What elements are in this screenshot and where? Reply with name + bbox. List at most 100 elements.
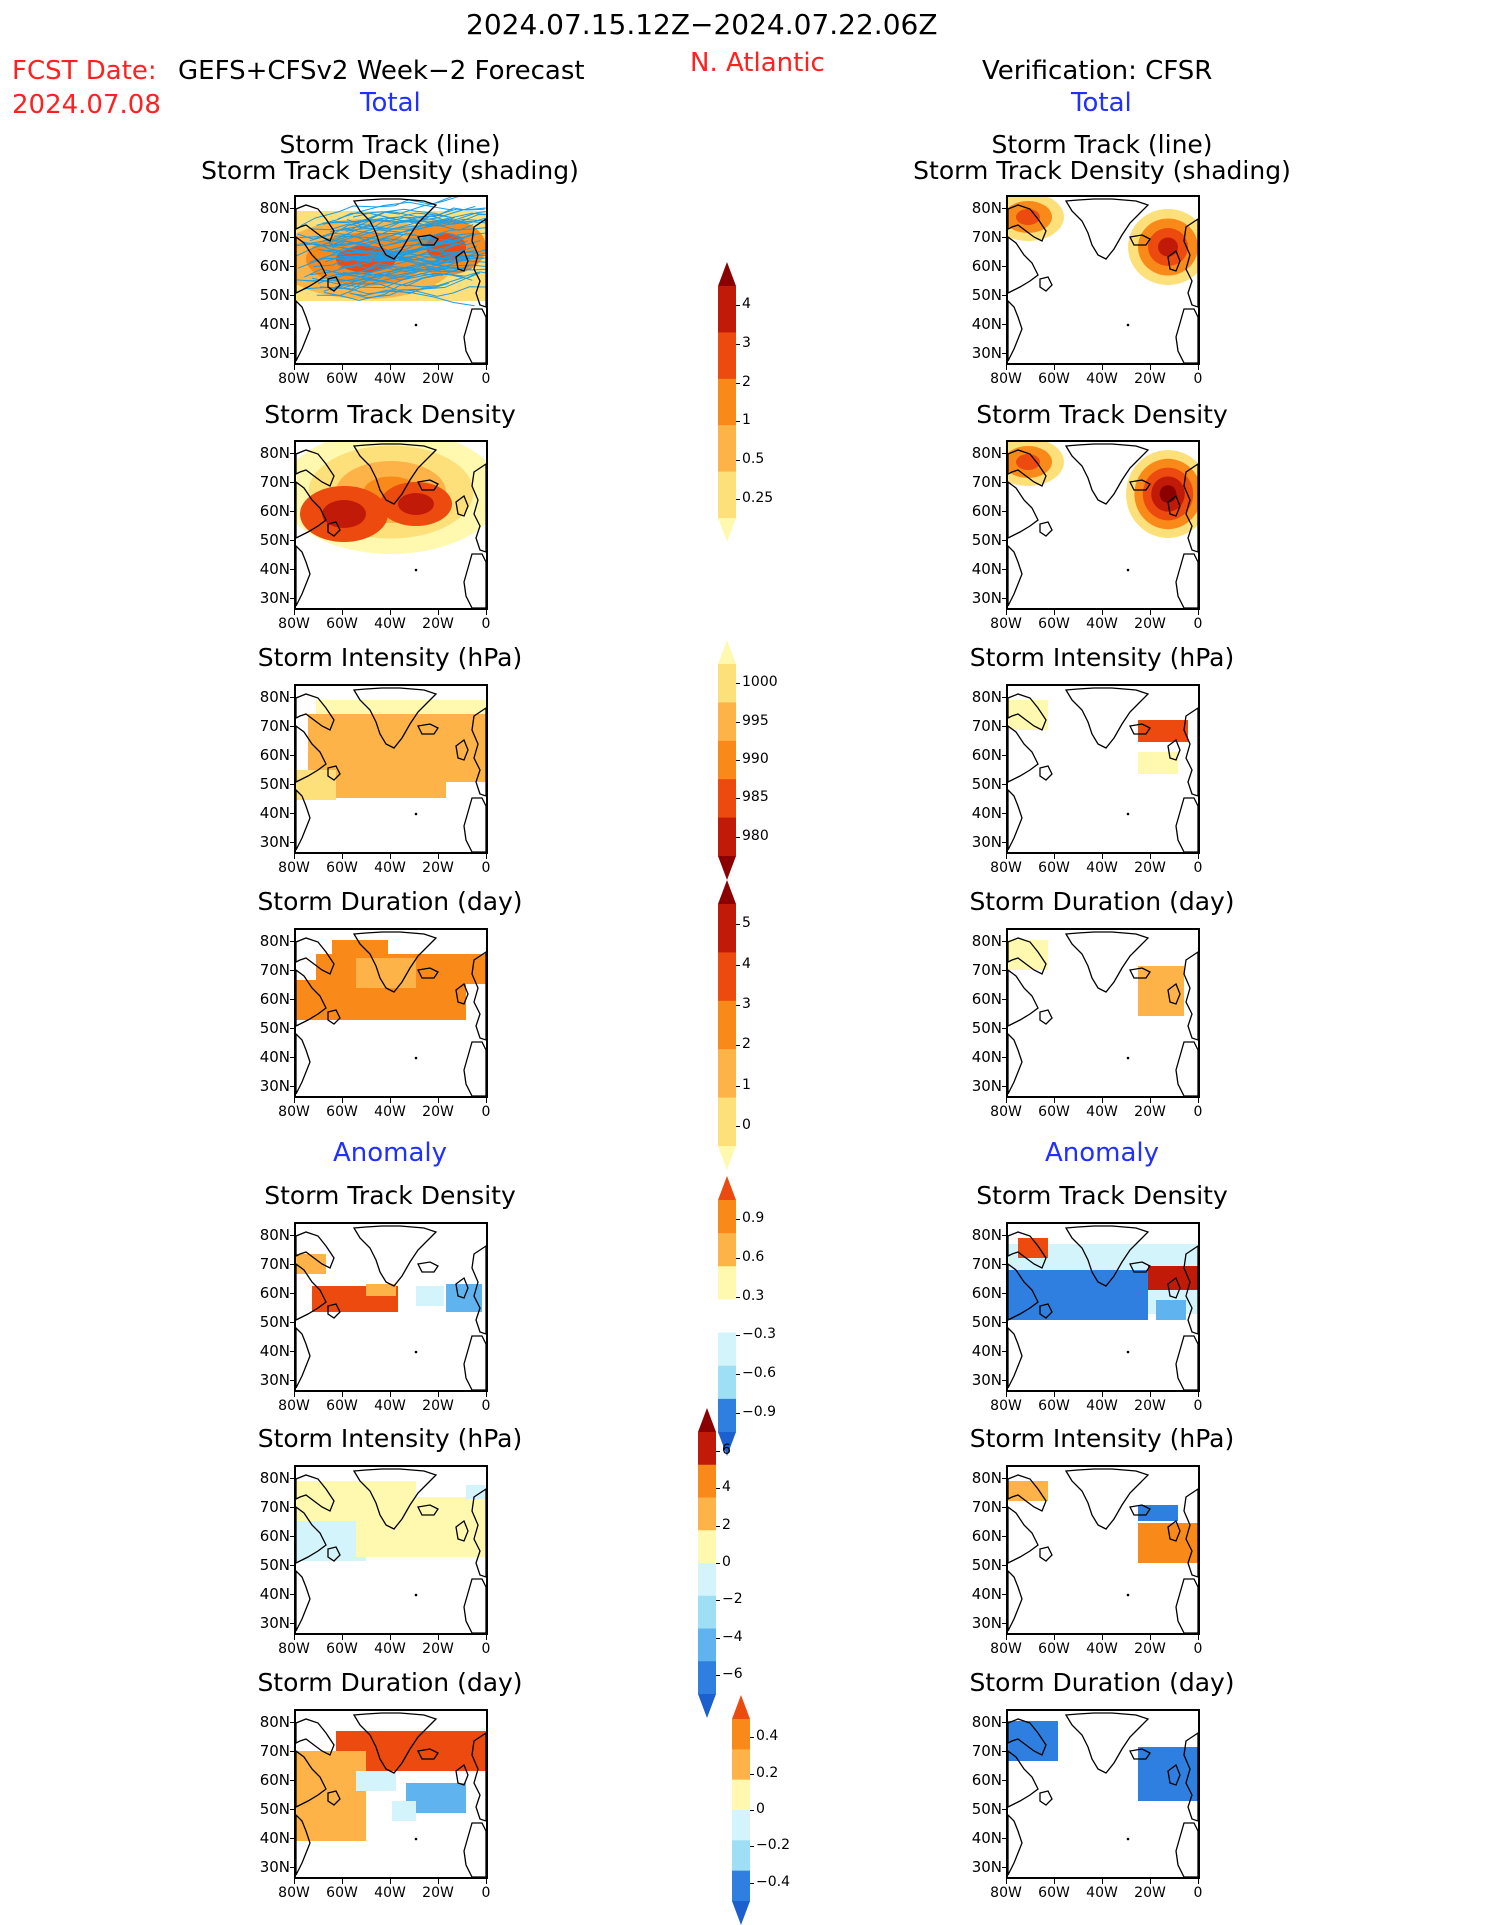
map-canvas: [296, 687, 486, 852]
colorbar-label: 0.3: [742, 1287, 765, 1304]
lat-label: 50N: [971, 531, 1002, 549]
map-frame: [294, 928, 488, 1098]
lon-label: 0: [1193, 860, 1203, 876]
lat-label: 50N: [971, 1313, 1002, 1331]
lon-label: 40W: [1086, 1398, 1118, 1414]
lat-label: 70N: [259, 228, 290, 246]
lat-label: 80N: [259, 1469, 290, 1487]
lat-label: 30N: [971, 589, 1002, 607]
map-frame: [1006, 1222, 1200, 1392]
colorbar-intensity: 1000 995 990 985 980: [716, 640, 836, 880]
lat-label: 30N: [259, 1858, 290, 1876]
map-fcst-intensity-anomaly: 80N 70N 60N 50N 40N 30N 80W 60W 40W 20W 0: [258, 1465, 518, 1675]
lon-label: 40W: [1086, 616, 1118, 632]
lon-label: 60W: [1038, 1641, 1070, 1657]
lat-label: 80N: [971, 444, 1002, 462]
lat-label: 50N: [971, 1556, 1002, 1574]
lon-label: 80W: [990, 1641, 1022, 1657]
title-track-shading-right: Storm Track Density (shading): [913, 156, 1291, 185]
colorbar-label: 5: [742, 915, 751, 932]
colorbar-duration: 5 4 3 2 1 0: [716, 880, 836, 1170]
lat-label: 60N: [971, 1527, 1002, 1545]
fcst-date: 2024.07.08: [12, 90, 161, 120]
lat-label: 50N: [259, 286, 290, 304]
colorbar-label: 0: [742, 1116, 751, 1133]
lat-label: 50N: [971, 1019, 1002, 1037]
lat-label: 40N: [259, 804, 290, 822]
lat-label: 30N: [259, 589, 290, 607]
map-frame: [294, 440, 488, 610]
lat-label: 40N: [259, 560, 290, 578]
map-canvas: [296, 1712, 486, 1877]
verification-label: Verification: CFSR: [982, 56, 1213, 86]
map-verif-track-line: 80N 70N 60N 50N 40N 30N 80W 60W 40W 20W 0: [970, 195, 1230, 405]
lat-label: 50N: [259, 1313, 290, 1331]
colorbar-density: 4 3 2 1 0.5 0.25: [716, 262, 836, 542]
lat-label: 80N: [971, 1713, 1002, 1731]
lat-label: 50N: [259, 1019, 290, 1037]
lat-label: 40N: [971, 1829, 1002, 1847]
map-frame: [1006, 928, 1200, 1098]
colorbar-strip: [718, 1176, 736, 1456]
lon-label: 20W: [422, 616, 454, 632]
lon-label: 60W: [1038, 616, 1070, 632]
colorbar-intensity-anomaly: 6 4 2 0 −2 −4 −6: [696, 1408, 816, 1718]
colorbar-label: 0.6: [742, 1249, 765, 1265]
lon-label: 0: [1193, 616, 1203, 632]
lon-label: 60W: [1038, 860, 1070, 876]
lat-label: 40N: [971, 315, 1002, 333]
lon-label: 60W: [326, 1641, 358, 1657]
lon-label: 80W: [278, 860, 310, 876]
map-frame: [294, 1709, 488, 1879]
map-canvas: [296, 1225, 486, 1390]
colorbar-strip: [698, 1408, 716, 1718]
total-label-right: Total: [1071, 88, 1132, 118]
map-canvas: [1008, 197, 1198, 363]
colorbar-label: 2: [722, 1516, 731, 1533]
lon-label: 80W: [278, 616, 310, 632]
lon-label: 20W: [422, 371, 454, 387]
region-label: N. Atlantic: [690, 48, 825, 78]
lat-label: 30N: [971, 1371, 1002, 1389]
lat-label: 60N: [259, 1284, 290, 1302]
map-verif-density: 80N 70N 60N 50N 40N 30N 80W 60W 40W 20W 0: [970, 440, 1230, 650]
lat-label: 50N: [259, 1556, 290, 1574]
colorbar-label: 4: [722, 1479, 731, 1496]
map-fcst-intensity: 80N 70N 60N 50N 40N 30N 80W 60W 40W 20W 0: [258, 684, 518, 894]
map-verif-density-anomaly: 80N 70N 60N 50N 40N 30N 80W 60W 40W 20W 0: [970, 1222, 1230, 1432]
map-frame: [294, 195, 488, 365]
lat-label: 30N: [971, 1077, 1002, 1095]
lat-label: 70N: [259, 473, 290, 491]
lon-label: 0: [1193, 1104, 1203, 1120]
lat-label: 60N: [971, 1771, 1002, 1789]
lat-label: 70N: [259, 1742, 290, 1760]
colorbar-label: −0.6: [742, 1365, 776, 1381]
map-canvas: [296, 931, 486, 1096]
lat-label: 40N: [971, 1342, 1002, 1360]
map-canvas: [1008, 442, 1198, 608]
lat-label: 30N: [259, 1371, 290, 1389]
lon-label: 80W: [278, 1398, 310, 1414]
colorbar-label: −0.3: [742, 1326, 776, 1343]
lon-label: 0: [481, 1885, 491, 1901]
map-canvas: [1008, 687, 1198, 852]
lon-label: 20W: [422, 1885, 454, 1901]
map-verif-duration-anomaly: 80N 70N 60N 50N 40N 30N 80W 60W 40W 20W 0: [970, 1709, 1230, 1919]
map-fcst-track-line: 80N 70N 60N 50N 40N 30N 80W 60W 40W 20W 0: [258, 195, 518, 405]
lat-label: 30N: [971, 833, 1002, 851]
lon-label: 40W: [374, 1885, 406, 1901]
title-duration-anom-right: Storm Duration (day): [969, 1668, 1235, 1697]
lat-label: 60N: [971, 257, 1002, 275]
lon-label: 80W: [990, 1104, 1022, 1120]
map-frame: [1006, 684, 1200, 854]
lat-label: 80N: [971, 199, 1002, 217]
lon-label: 0: [481, 1398, 491, 1414]
lon-label: 0: [481, 860, 491, 876]
map-verif-duration: 80N 70N 60N 50N 40N 30N 80W 60W 40W 20W 0: [970, 928, 1230, 1138]
colorbar-label: 4: [742, 296, 751, 313]
lon-label: 40W: [374, 1641, 406, 1657]
lon-label: 40W: [1086, 1104, 1118, 1120]
lat-label: 80N: [259, 199, 290, 217]
colorbar-label: 0.25: [742, 489, 774, 506]
lat-label: 50N: [259, 775, 290, 793]
